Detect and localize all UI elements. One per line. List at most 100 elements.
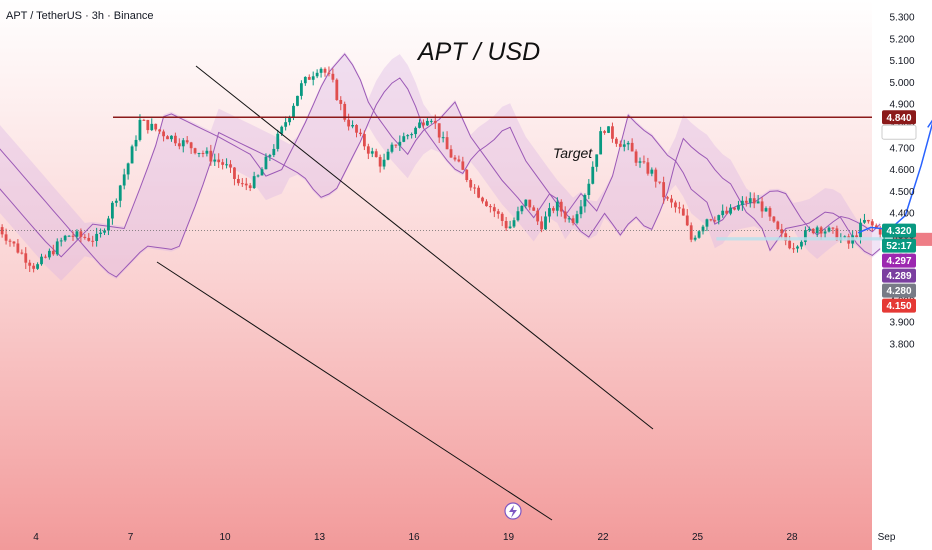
candle-body <box>209 150 213 162</box>
price-badge-label: 4.289 <box>886 271 911 282</box>
candle-body <box>634 151 638 163</box>
candle-body <box>154 123 158 130</box>
candle-body <box>59 240 63 242</box>
candle-body <box>764 208 768 212</box>
candle-body <box>740 200 744 206</box>
candle-body <box>40 256 43 265</box>
y-tick-label: 4.500 <box>889 187 914 198</box>
candle-body <box>488 206 492 208</box>
candle-body <box>126 163 130 175</box>
candle-body <box>280 126 284 134</box>
candle-body <box>138 119 142 140</box>
candle-body <box>12 241 16 244</box>
candle-body <box>292 105 295 117</box>
y-tick-label: 5.200 <box>889 34 914 45</box>
candle-body <box>347 119 351 127</box>
candle-body <box>823 231 827 234</box>
candle-body <box>378 157 382 167</box>
candle-body <box>504 220 508 229</box>
price-badge: 4.280 <box>882 283 916 298</box>
candle-body <box>398 141 402 146</box>
candle-body <box>603 131 606 133</box>
x-tick-label: 28 <box>786 532 798 543</box>
candle-body <box>859 222 862 238</box>
candle-body <box>792 248 795 250</box>
x-tick-label: 10 <box>219 532 231 543</box>
candle-body <box>71 235 75 237</box>
candle-body <box>815 227 819 234</box>
candle-body <box>705 219 709 227</box>
price-badge-label: 4.280 <box>886 286 911 297</box>
candle-body <box>335 79 339 100</box>
candle-body <box>327 72 331 74</box>
candle-body <box>433 120 437 124</box>
x-tick-label: 16 <box>408 532 420 543</box>
candle-body <box>469 180 473 188</box>
candle-body <box>579 206 583 215</box>
candle-body <box>500 213 504 221</box>
candle-body <box>800 241 803 247</box>
candle-body <box>835 228 839 241</box>
price-badge-bg <box>882 283 916 298</box>
candle-body <box>768 208 772 217</box>
candle-body <box>248 185 252 189</box>
candle-body <box>646 162 650 174</box>
candle-body <box>744 200 748 203</box>
candle-body <box>827 227 831 232</box>
candle-body <box>465 169 469 181</box>
candle-body <box>311 76 315 80</box>
candle-body <box>185 140 189 143</box>
candle-body <box>457 159 461 162</box>
lightning-icon[interactable] <box>504 502 522 520</box>
target-label: Target <box>553 145 593 161</box>
candle-body <box>110 202 114 219</box>
candle-body <box>162 131 165 137</box>
price-badge: 4.320 <box>882 223 916 238</box>
candle-body <box>414 127 417 135</box>
y-tick-label: 4.400 <box>889 209 914 220</box>
candle-body <box>51 250 55 255</box>
candle-body <box>36 264 39 269</box>
channel-upper-line[interactable] <box>195 65 654 430</box>
candle-body <box>193 148 197 154</box>
candle-body <box>44 256 47 258</box>
candle-body <box>453 157 457 160</box>
candle-body <box>607 126 610 133</box>
candle-body <box>296 95 299 106</box>
candle-body <box>689 225 693 240</box>
candle-body <box>583 195 587 207</box>
price-badge-bg <box>882 298 916 313</box>
price-badge: 4.297 <box>882 253 916 268</box>
candle-body <box>528 199 532 208</box>
candle-body <box>449 149 453 158</box>
candle-body <box>473 187 477 189</box>
candle-body <box>28 262 32 266</box>
candle-body <box>654 169 658 182</box>
candle-body <box>319 68 323 73</box>
candle-body <box>4 234 8 241</box>
candle-body <box>95 233 99 241</box>
candle-body <box>233 167 236 179</box>
price-badge: 4.150 <box>882 298 916 313</box>
candle-body <box>563 211 567 219</box>
price-badge-bg <box>882 110 916 125</box>
candle-body <box>512 220 516 227</box>
candle-body <box>650 169 654 174</box>
candle-body <box>107 218 110 231</box>
support-zone <box>716 237 884 241</box>
channel-lower-line[interactable] <box>156 261 553 521</box>
candle-body <box>264 156 268 170</box>
projection-arrow[interactable] <box>857 118 932 234</box>
candle-body <box>213 159 217 162</box>
candle-body <box>697 231 701 238</box>
y-tick-label: 4.700 <box>889 143 914 154</box>
candle-body <box>351 125 354 127</box>
candle-body <box>819 227 823 234</box>
candle-body <box>681 208 685 216</box>
candle-body <box>674 202 677 208</box>
candle-body <box>855 235 858 238</box>
candle-body <box>658 181 662 183</box>
x-tick-label: 25 <box>692 532 704 543</box>
